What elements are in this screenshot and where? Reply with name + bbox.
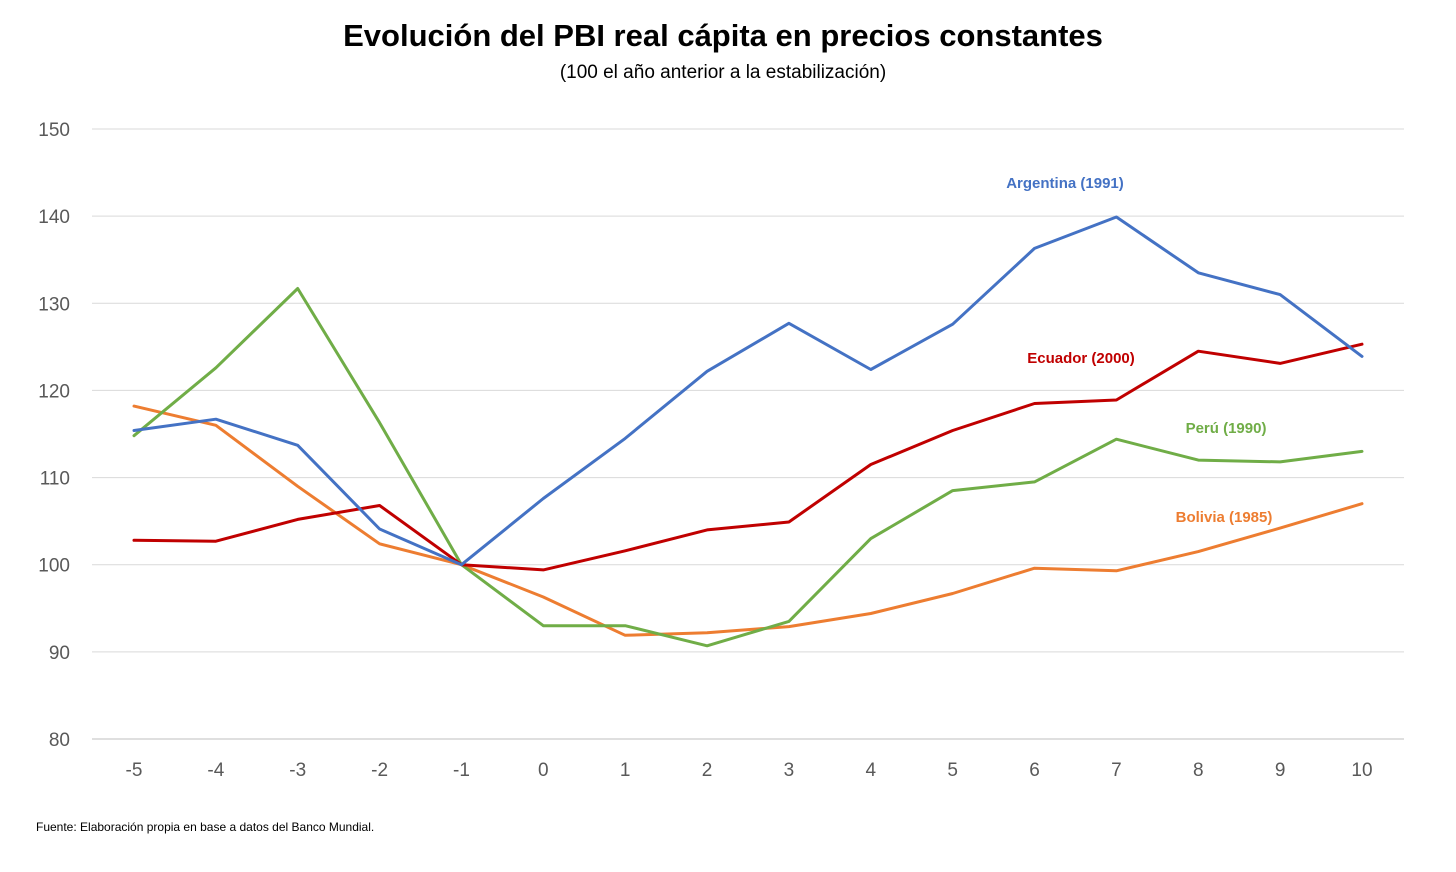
series-line-peru <box>132 287 1364 648</box>
y-tick-label: 90 <box>49 643 70 664</box>
x-tick-label: 0 <box>538 760 549 781</box>
series-label: Bolivia (1985) <box>1176 509 1273 526</box>
x-tick-label: 10 <box>1351 760 1372 781</box>
series-line-ecuador <box>132 342 1364 572</box>
x-tick-label: 1 <box>620 760 631 781</box>
x-tick-label: -1 <box>453 760 470 781</box>
x-tick-label: 8 <box>1193 760 1204 781</box>
x-tick-label: 6 <box>1029 760 1040 781</box>
x-tick-label: 2 <box>702 760 713 781</box>
x-tick-label: -2 <box>371 760 388 781</box>
x-tick-label: -5 <box>126 760 143 781</box>
chart-title: Evolución del PBI real cápita en precios… <box>343 18 1103 53</box>
series-label: Perú (1990) <box>1186 420 1267 437</box>
y-tick-label: 100 <box>38 556 70 577</box>
series-line-argentina <box>132 215 1364 567</box>
y-tick-label: 140 <box>38 207 70 228</box>
chart-subtitle: (100 el año anterior a la estabilización… <box>559 62 887 83</box>
series-label: Argentina (1991) <box>1006 175 1124 192</box>
x-tick-label: 4 <box>866 760 877 781</box>
x-tick-label: 3 <box>784 760 795 781</box>
y-tick-label: 150 <box>38 120 70 141</box>
y-tick-label: 120 <box>38 381 70 402</box>
source-note: Fuente: Elaboración propia en base a dat… <box>36 820 375 834</box>
x-tick-label: 5 <box>947 760 958 781</box>
series-line-bolivia <box>132 404 1364 637</box>
y-tick-label: 130 <box>38 294 70 315</box>
y-tick-label: 110 <box>40 469 70 490</box>
x-tick-label: 7 <box>1111 760 1122 781</box>
x-tick-label: -4 <box>207 760 224 781</box>
x-tick-label: 9 <box>1275 760 1286 781</box>
y-tick-label: 80 <box>49 730 70 751</box>
series-label: Ecuador (2000) <box>1027 350 1135 367</box>
x-tick-label: -3 <box>289 760 306 781</box>
